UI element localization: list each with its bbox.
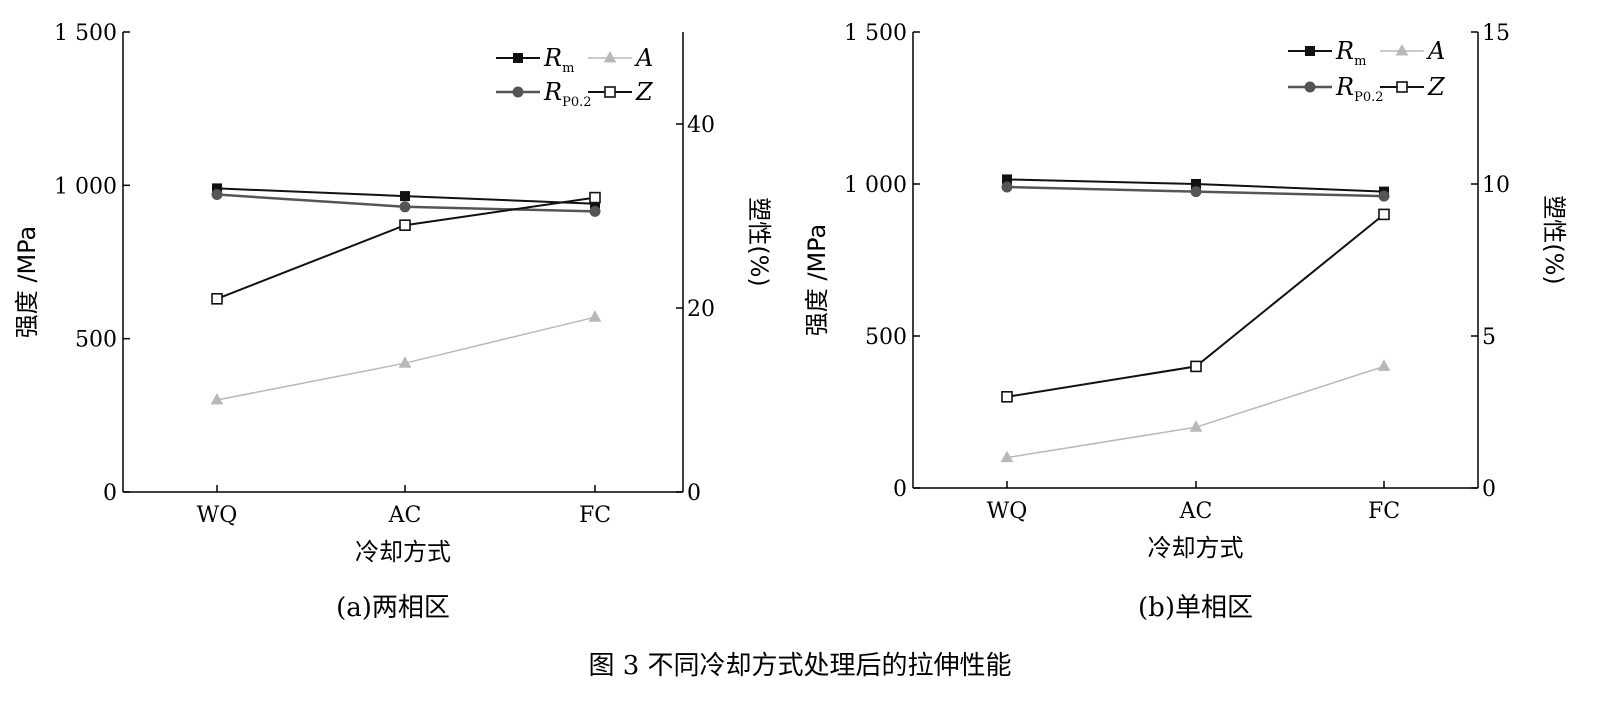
left-y-axis-title: 强度 /MPa xyxy=(13,226,41,339)
left-y-axis-title: 强度 /MPa xyxy=(803,224,831,337)
data-point xyxy=(1377,359,1391,371)
x-tick-label: WQ xyxy=(197,503,238,528)
data-point xyxy=(398,356,412,368)
legend-marker xyxy=(512,86,524,98)
data-point xyxy=(589,205,601,217)
right-y-axis-title: 塑性(%) xyxy=(1540,195,1568,285)
legend-marker xyxy=(1304,81,1316,93)
legend-marker xyxy=(603,50,617,63)
right-y-tick-label: 5 xyxy=(1482,325,1496,350)
data-point xyxy=(588,310,602,322)
data-point xyxy=(1000,450,1014,463)
figure-caption: 图 3 不同冷却方式处理后的拉伸性能 xyxy=(588,651,1011,681)
data-point xyxy=(1001,390,1013,403)
x-tick-label: WQ xyxy=(987,499,1028,524)
data-point xyxy=(1190,186,1202,198)
left-y-tick-label: 0 xyxy=(103,481,117,506)
legend-label-subscript: m xyxy=(562,61,574,76)
series-line-3 xyxy=(216,196,596,300)
right-y-tick-label: 15 xyxy=(1482,21,1510,46)
left-y-tick-label: 500 xyxy=(865,325,907,350)
right-y-tick-label: 0 xyxy=(1482,477,1496,502)
legend-label: Z xyxy=(635,78,654,106)
legend-marker xyxy=(604,86,616,98)
data-point xyxy=(1378,208,1390,221)
legend: Rm A RP0.2 Z xyxy=(496,44,654,110)
series-line-1 xyxy=(1006,365,1385,459)
subcaption: (b)单相区 xyxy=(1138,593,1253,623)
left-y-tick-label: 500 xyxy=(75,328,117,353)
data-point xyxy=(399,219,411,231)
subcaption: (a)两相区 xyxy=(336,593,450,623)
legend-label-subscript: m xyxy=(1354,54,1366,69)
legend: Rm A RP0.2 Z xyxy=(1288,37,1446,105)
x-tick-label: FC xyxy=(579,503,611,528)
legend-label-subscript: P0.2 xyxy=(1354,90,1383,105)
x-tick-label: AC xyxy=(1179,499,1213,524)
legend-label: Z xyxy=(1427,73,1446,101)
legend-label: A xyxy=(1426,37,1445,65)
right-y-tick-label: 40 xyxy=(687,113,715,138)
data-point xyxy=(1378,190,1390,202)
legend-marker xyxy=(1395,43,1409,56)
x-axis-title: 冷却方式 xyxy=(355,538,451,566)
legend-label-subscript: P0.2 xyxy=(562,95,591,110)
left-y-tick-label: 0 xyxy=(893,477,907,502)
data-point xyxy=(211,189,223,201)
data-point xyxy=(1190,360,1202,373)
legend-marker xyxy=(1396,81,1408,93)
x-tick-label: AC xyxy=(388,503,422,528)
legend-label: RP0.2 xyxy=(543,78,592,110)
legend-label: A xyxy=(634,44,653,72)
chart-a: 0 500 1 000 1 500 0 20 40 WQ AC FC 冷却方式 强度 /MPa 塑性(%… xyxy=(13,21,773,623)
right-y-tick-label: 10 xyxy=(1482,173,1510,198)
data-point xyxy=(211,292,223,305)
data-point xyxy=(1001,181,1013,193)
data-point xyxy=(1189,420,1203,432)
legend-marker xyxy=(1305,46,1315,56)
right-y-tick-label: 0 xyxy=(687,481,701,506)
data-point xyxy=(399,201,411,213)
right-y-tick-label: 20 xyxy=(687,297,715,322)
left-y-tick-label: 1 000 xyxy=(844,173,907,198)
legend-label: RP0.2 xyxy=(1335,73,1384,105)
left-y-tick-label: 1 500 xyxy=(844,21,907,46)
left-y-tick-label: 1 000 xyxy=(54,174,117,199)
data-point xyxy=(400,191,410,202)
data-point xyxy=(589,191,601,204)
x-axis-title: 冷却方式 xyxy=(1148,534,1244,562)
x-tick-label: FC xyxy=(1368,499,1400,524)
chart-b: 0 500 1 000 1 500 0 5 10 15 WQ AC FC 冷却方式 强度 /MPa 塑性(… xyxy=(803,21,1568,623)
legend-marker xyxy=(513,53,523,63)
data-point xyxy=(210,392,224,405)
legend-label: Rm xyxy=(1335,37,1366,69)
left-y-tick-label: 1 500 xyxy=(54,21,117,46)
right-y-axis-title: 塑性(%) xyxy=(745,197,773,287)
legend-label: Rm xyxy=(543,44,574,76)
